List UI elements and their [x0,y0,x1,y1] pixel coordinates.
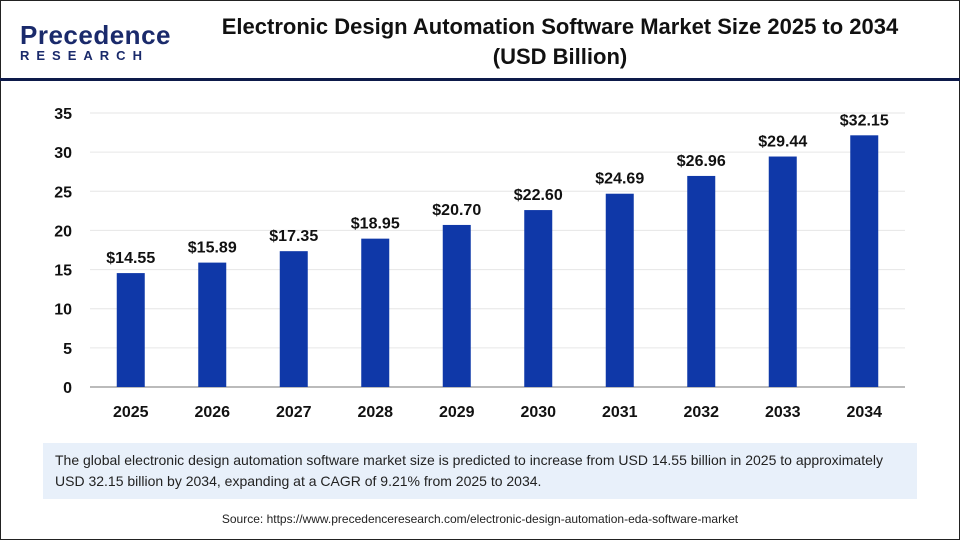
y-tick-label: 35 [54,106,72,123]
x-tick-label: 2034 [846,404,882,421]
x-tick-label: 2030 [520,404,556,421]
bar-2026 [198,262,227,387]
data-label: $26.96 [677,153,726,170]
title-line-2: (USD Billion) [492,44,628,69]
x-tick-label: 2025 [113,404,149,421]
data-label: $32.15 [840,112,889,129]
x-tick-label: 2033 [765,404,801,421]
bar-2033 [768,156,797,387]
data-label: $15.89 [188,240,237,257]
data-label: $22.60 [514,187,563,204]
x-tick-label: 2031 [602,404,638,421]
logo-main: Precedence [20,20,171,50]
data-label: $29.44 [758,134,807,151]
bar-2027 [279,251,308,387]
y-tick-label: 30 [54,145,72,162]
bar-2029 [442,224,471,387]
chart-title: Electronic Design Automation Software Ma… [170,12,950,72]
data-label: $17.35 [269,228,318,245]
precedence-research-logo: Precedence RESEARCH [16,20,170,64]
x-tick-label: 2029 [439,404,475,421]
data-label: $24.69 [595,171,644,188]
source-text: Source: https://www.precedenceresearch.c… [221,512,739,526]
data-label: $18.95 [351,216,400,233]
y-tick-label: 10 [54,302,72,319]
y-tick-label: 0 [63,380,72,397]
x-tick-label: 2026 [194,404,230,421]
y-tick-label: 25 [54,184,72,201]
description-box: The global electronic design automation … [43,443,917,499]
title-line-1: Electronic Design Automation Software Ma… [221,14,899,39]
data-label: $20.70 [432,202,481,219]
data-label: $14.55 [106,250,155,267]
bar-2025 [116,273,145,387]
bar-2034 [850,135,879,387]
logo-sub: RESEARCH [20,48,149,63]
bar-chart: 05101520253035$14.552025$15.892026$17.35… [54,106,905,421]
x-tick-label: 2027 [276,404,312,421]
bar-2032 [687,175,716,387]
header: Precedence RESEARCH Electronic Design Au… [0,0,960,81]
bar-2028 [361,238,390,387]
x-tick-label: 2028 [357,404,393,421]
x-tick-label: 2032 [683,404,719,421]
y-tick-label: 20 [54,223,72,240]
y-tick-label: 5 [63,341,72,358]
bar-2030 [524,210,553,387]
bar-2031 [605,193,634,387]
y-tick-label: 15 [54,263,72,280]
